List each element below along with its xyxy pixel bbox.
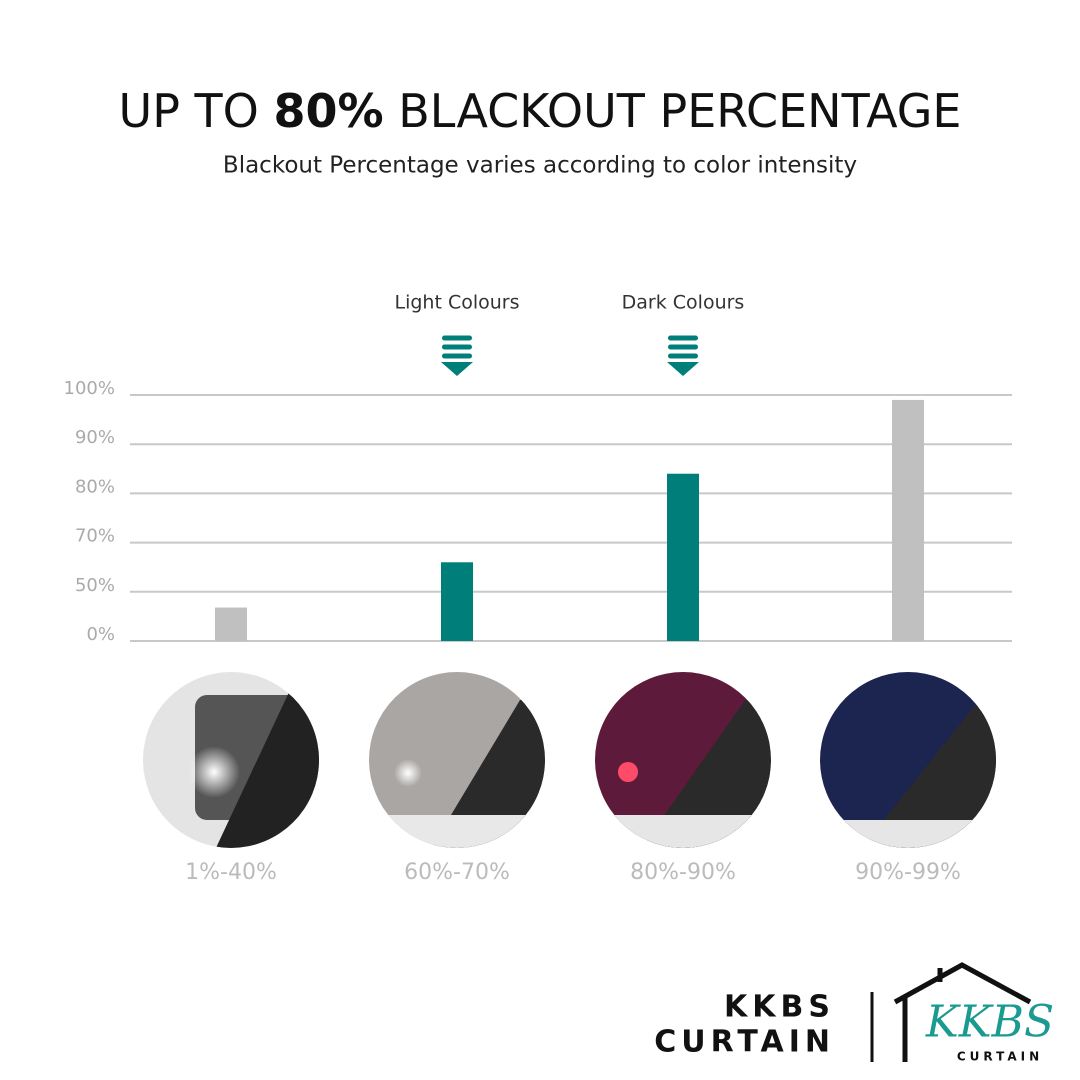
bar (215, 607, 247, 641)
arrow-icon (668, 353, 698, 359)
annotation: Light Colours (394, 292, 519, 314)
y-tick-label: 50% (75, 575, 115, 596)
brand-name: KKBS (724, 990, 835, 1025)
y-tick-label: 0% (86, 624, 115, 645)
title-part: UP TO (119, 84, 259, 138)
title-part: BLACKOUT PERCENTAGE (398, 84, 961, 138)
arrow-icon (667, 362, 699, 376)
category-label: 60%-70% (404, 860, 510, 885)
sample-photo (595, 672, 771, 848)
sample-photo (143, 672, 319, 848)
title-emphasis: 80% (274, 84, 384, 138)
category-label: 1%-40% (185, 860, 277, 885)
logo: KKBS CURTAIN (893, 962, 1054, 1064)
arrow-icon (442, 353, 472, 359)
logo-name: KKBS (925, 997, 1054, 1048)
arrow-icon (442, 335, 472, 341)
subtitle: Blackout Percentage varies according to … (223, 153, 857, 179)
y-tick-label: 80% (75, 476, 115, 497)
logo-sub: CURTAIN (957, 1050, 1043, 1064)
y-tick-label: 90% (75, 427, 115, 448)
arrow-icon (668, 335, 698, 341)
brand-name: CURTAIN (654, 1025, 835, 1060)
chart-title: UP TO 80% BLACKOUT PERCENTAGE (119, 84, 962, 138)
category-label: 90%-99% (855, 860, 961, 885)
arrow-icon (668, 344, 698, 350)
sample-photo (820, 672, 996, 848)
bar (892, 399, 924, 641)
bar (667, 473, 699, 641)
y-tick-label: 100% (64, 378, 115, 399)
category-label: 80%-90% (630, 860, 736, 885)
arrow-icon (442, 344, 472, 350)
y-tick-label: 70% (75, 526, 115, 547)
sample-photo (369, 672, 545, 848)
arrow-icon (441, 362, 473, 376)
bar (441, 562, 473, 641)
annotation: Dark Colours (622, 292, 745, 314)
